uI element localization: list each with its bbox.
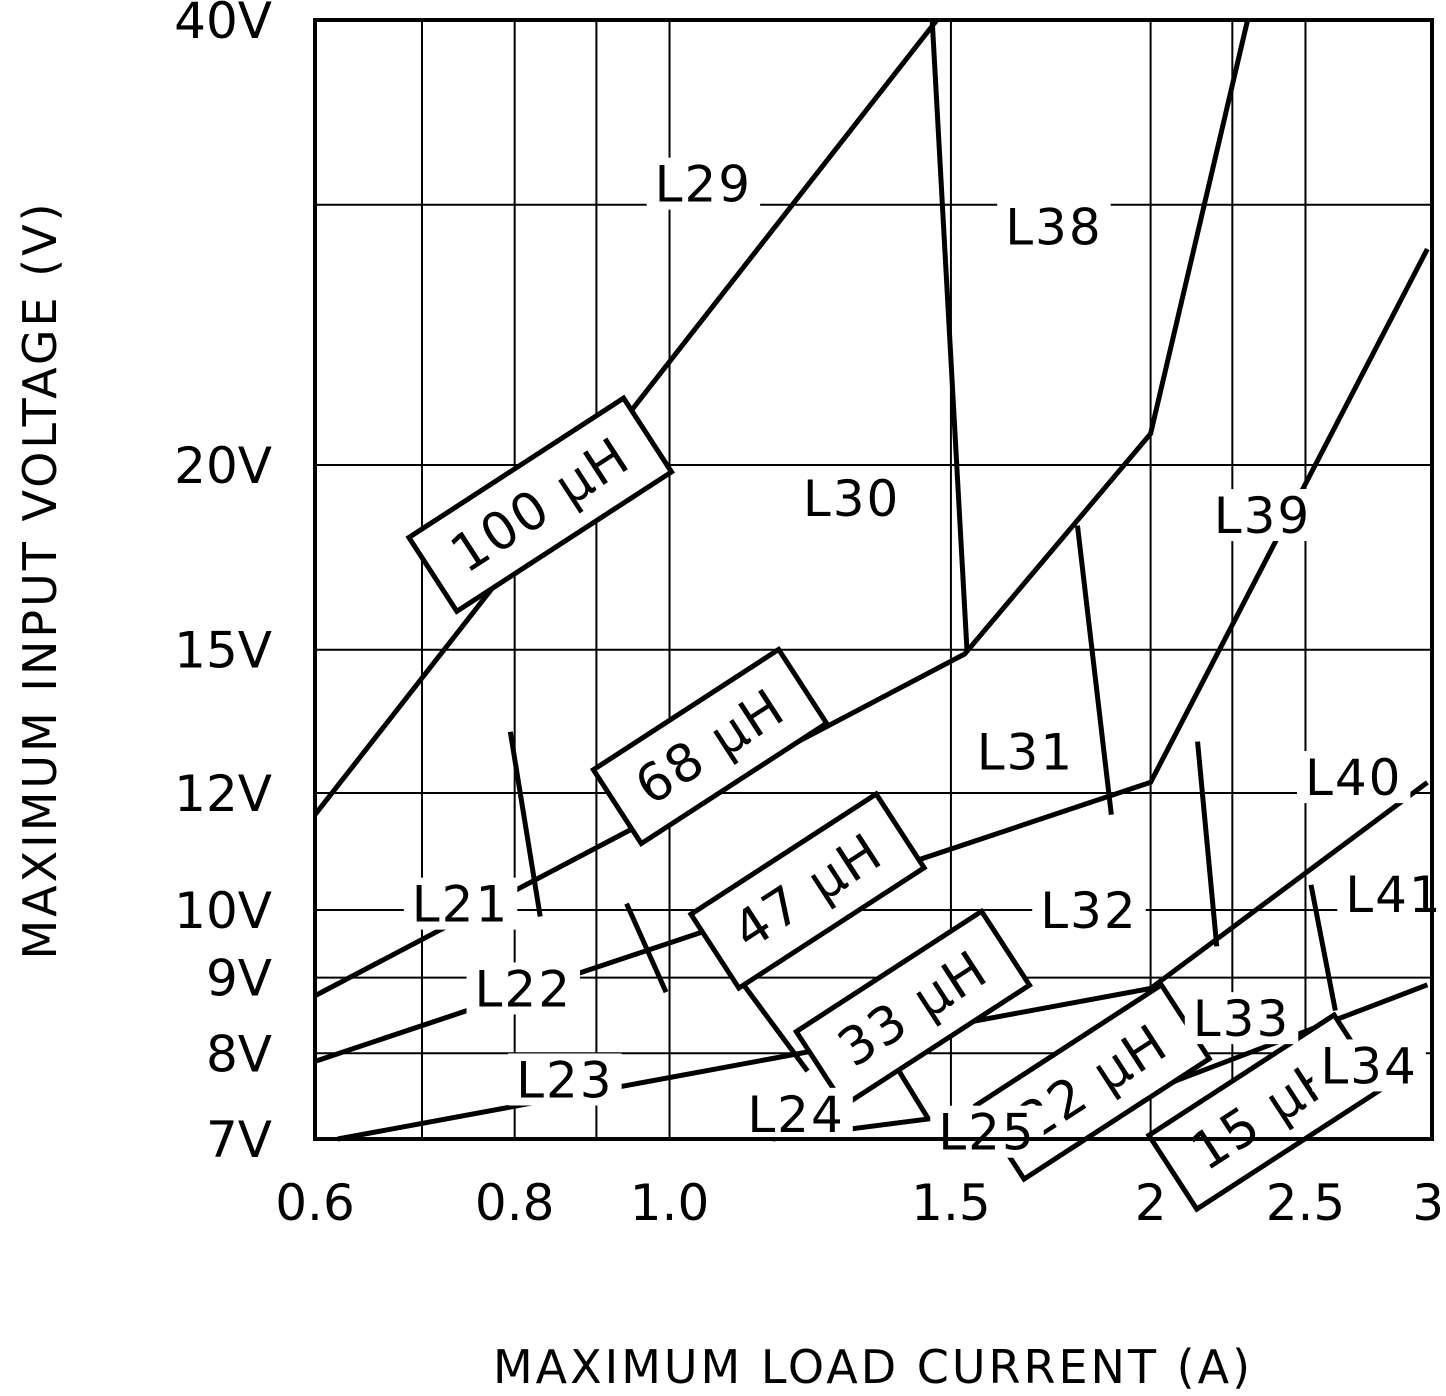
inductor-label-box xyxy=(405,394,675,615)
region-label: L31 xyxy=(968,724,1083,782)
region-label: L39 xyxy=(1205,487,1320,545)
region-label-backing xyxy=(466,962,581,1015)
region-label-text: L33 xyxy=(1193,990,1290,1048)
region-label-text: L34 xyxy=(1320,1037,1417,1095)
region-label-text: L38 xyxy=(1005,198,1102,256)
inductor-label: 100 μH xyxy=(405,394,675,615)
region-label-backing xyxy=(1312,1039,1426,1092)
region-divider xyxy=(1074,525,1114,816)
x-axis-ticks: 0.6 0.8 1.0 1.5 2 2.5 3 xyxy=(275,1174,1444,1232)
x-tick-label: 0.8 xyxy=(475,1174,555,1232)
region-label-backing xyxy=(794,471,909,524)
y-tick-label: 10V xyxy=(174,882,272,940)
region-label-text: L30 xyxy=(803,470,900,528)
boundary-line xyxy=(314,247,1430,1064)
inductor-label-box xyxy=(792,907,1033,1109)
region-label-backing xyxy=(739,1087,853,1140)
y-tick-label: 7V xyxy=(206,1111,272,1169)
y-tick-label: 8V xyxy=(206,1025,272,1083)
y-tick-label: 12V xyxy=(174,765,272,823)
region-divider xyxy=(624,902,669,994)
region-label: L21 xyxy=(403,876,518,934)
region-label: L32 xyxy=(1032,882,1146,940)
region-label-text: L40 xyxy=(1305,749,1402,807)
region-divider xyxy=(507,731,543,917)
region-label-backing xyxy=(930,1105,1044,1158)
region-label-text: L29 xyxy=(655,156,752,214)
region-label-text: L24 xyxy=(747,1086,844,1144)
x-tick-label: 2.5 xyxy=(1266,1174,1346,1232)
region-label: L25 xyxy=(930,1104,1044,1162)
region-labels: L29 L38 L30 L39 L31 L40 L21 L32 L41 L22 L33 L34 L23 L… xyxy=(403,156,1446,1162)
region-label: L30 xyxy=(794,470,909,528)
x-tick-label: 0.6 xyxy=(275,1174,355,1232)
region-label-text: L21 xyxy=(412,876,509,934)
region-label: L24 xyxy=(739,1086,853,1144)
x-tick-label: 2 xyxy=(1135,1174,1167,1232)
y-tick-label: 9V xyxy=(206,950,272,1008)
region-divider xyxy=(929,19,970,650)
region-label: L23 xyxy=(508,1051,622,1109)
region-label-backing xyxy=(1337,868,1446,921)
inductor-label-box xyxy=(589,646,831,848)
inductor-label: 33 μH xyxy=(792,907,1033,1109)
region-label-backing xyxy=(1032,884,1146,937)
region-label: L41 xyxy=(1337,866,1446,924)
region-label: L33 xyxy=(1184,990,1299,1048)
x-tick-label: 1.0 xyxy=(630,1174,710,1232)
region-label-text: L32 xyxy=(1040,882,1137,940)
x-axis-label: MAXIMUM LOAD CURRENT (A) xyxy=(493,1340,1253,1394)
region-label-text: L25 xyxy=(938,1104,1035,1162)
region-label-text: L22 xyxy=(475,960,572,1018)
region-dividers xyxy=(507,19,1338,1141)
region-label-backing xyxy=(997,200,1111,253)
plot-frame xyxy=(313,18,1434,1141)
inductor-label: 47 μH xyxy=(687,790,928,992)
y-tick-label: 20V xyxy=(174,437,272,495)
region-label-backing xyxy=(508,1053,622,1106)
region-divider xyxy=(1308,884,1338,1012)
region-label-backing xyxy=(1296,751,1411,804)
region-label-text: L31 xyxy=(977,724,1074,782)
region-label-text: L41 xyxy=(1345,866,1442,924)
y-axis-label: MAXIMUM INPUT VOLTAGE (V) xyxy=(13,200,67,959)
region-label-backing xyxy=(403,877,518,930)
region-label-text: L23 xyxy=(516,1051,613,1109)
y-axis-ticks: 7V 8V 9V 10V 12V 15V 20V 40V xyxy=(174,0,272,1169)
x-tick-label: 3 xyxy=(1412,1174,1444,1232)
inductor-label-box xyxy=(687,790,928,992)
region-label-backing xyxy=(646,157,761,210)
region-label-backing xyxy=(1205,489,1320,542)
y-tick-label: 40V xyxy=(174,0,272,50)
x-tick-label: 1.5 xyxy=(911,1174,991,1232)
region-divider xyxy=(1195,741,1220,947)
inductor-label: 68 μH xyxy=(589,646,831,848)
region-label: L38 xyxy=(997,198,1111,256)
region-label-backing xyxy=(1184,992,1299,1045)
region-label-text: L39 xyxy=(1214,487,1311,545)
region-divider xyxy=(733,972,810,1073)
y-tick-label: 15V xyxy=(174,622,272,680)
region-label: L29 xyxy=(646,156,761,214)
region-label: L40 xyxy=(1296,749,1411,807)
region-label-backing xyxy=(968,725,1083,778)
region-label: L22 xyxy=(466,960,581,1018)
region-label: L34 xyxy=(1312,1037,1426,1095)
